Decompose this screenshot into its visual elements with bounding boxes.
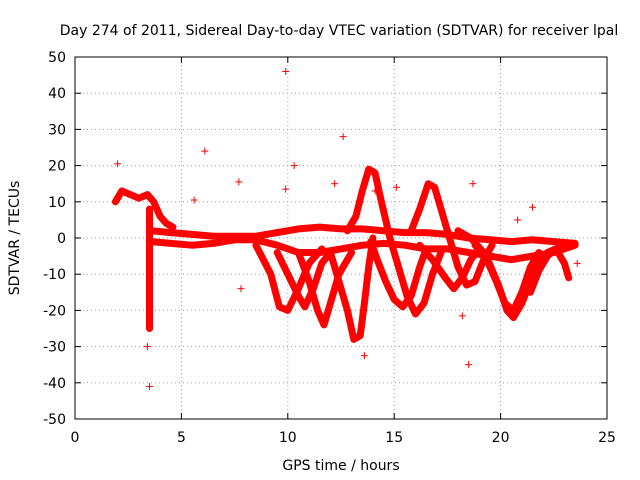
outlier-point [465,361,473,369]
outlier-point [282,67,290,75]
outlier-point [458,312,466,320]
trace-wave-g [407,180,496,289]
outlier-point [114,160,122,168]
y-tick-label: -10 [43,267,66,283]
y-tick-label: -40 [43,376,66,392]
outlier-point [339,133,347,141]
outlier-point [282,185,290,193]
outlier-point [469,180,477,188]
outlier-point [145,382,153,390]
grid-lines [75,57,607,419]
y-axis-ticks: -50 -40 -30 -20 -10 0 10 20 30 40 50 [43,50,607,428]
x-tick-label: 0 [71,430,80,446]
y-tick-label: -20 [43,303,66,319]
x-tick-label: 15 [385,430,403,446]
outlier-point [201,147,209,155]
outlier-point [360,352,368,360]
trace-wave-f [367,238,430,311]
y-tick-label: 40 [48,86,66,102]
trace-wave-e [343,165,445,318]
outlier-point [237,285,245,293]
outlier-point [514,216,522,224]
trace-wave-a [252,241,326,314]
x-tick-label: 20 [492,430,510,446]
x-tick-label: 10 [279,430,297,446]
outlier-point [190,196,198,204]
data-traces [111,165,579,343]
trace-band-main [148,223,579,247]
outlier-point [529,203,537,211]
x-tick-label: 5 [177,430,186,446]
y-tick-label: -50 [43,412,66,428]
outlier-point [392,183,400,191]
y-tick-label: 30 [48,122,66,138]
trace-wave-d [326,234,377,343]
outlier-point [371,187,379,195]
y-tick-label: -30 [43,340,66,356]
y-axis-label: SDTVAR / TECUs [7,181,23,296]
x-axis-ticks: 0 5 10 15 20 25 [71,57,616,446]
chart-title: Day 274 of 2011, Sidereal Day-to-day VTE… [60,23,618,39]
y-tick-label: 20 [48,159,66,175]
y-tick-label: 0 [57,231,66,247]
outlier-point [573,259,581,267]
y-tick-label: 50 [48,50,66,66]
outlier-point [331,180,339,188]
trace-band-lower [148,236,579,264]
trace-late-rise [526,239,577,296]
trace-wave-h [416,241,483,293]
x-tick-label: 25 [598,430,616,446]
trace-wave-b [273,249,334,311]
outlier-point [143,343,151,351]
trace-early-high [111,187,177,231]
outlier-points [114,67,581,390]
x-axis-label: GPS time / hours [282,458,399,474]
outlier-point [290,162,298,170]
outlier-point [235,178,243,186]
y-tick-label: 10 [48,195,66,211]
